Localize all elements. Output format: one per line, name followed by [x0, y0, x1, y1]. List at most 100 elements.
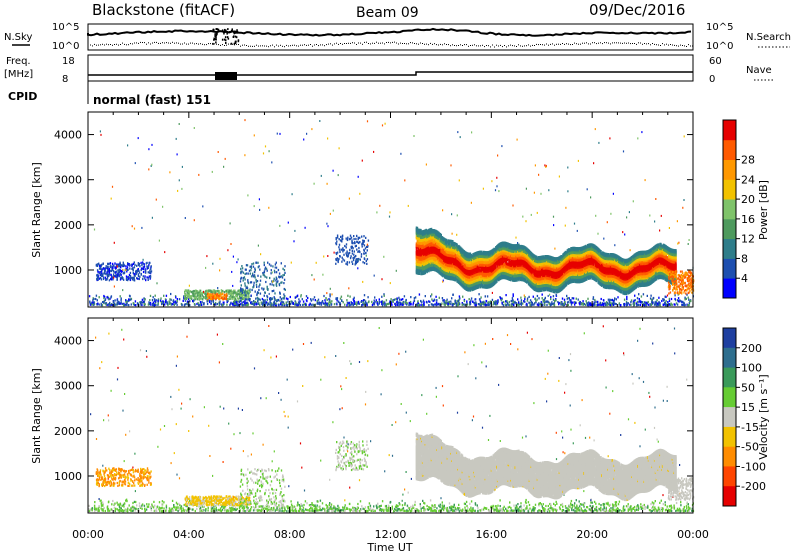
range-cell: [603, 302, 605, 305]
range-cell: [102, 301, 104, 304]
range-cell: [215, 292, 217, 295]
range-cell: [491, 291, 493, 294]
range-cell: [292, 301, 294, 305]
range-cell: [241, 290, 243, 293]
range-cell: [243, 300, 245, 303]
range-cell: [512, 204, 514, 207]
range-cell: [113, 275, 115, 278]
range-cell: [316, 301, 319, 304]
range-cell: [622, 231, 624, 234]
range-cell: [657, 302, 660, 305]
range-cell: [128, 273, 131, 277]
range-cell: [608, 300, 611, 303]
range-cell: [543, 299, 546, 303]
range-cell: [434, 303, 436, 306]
range-cell: [354, 302, 356, 305]
range-cell: [489, 263, 492, 267]
range-cell: [263, 263, 265, 267]
range-cell: [127, 279, 129, 282]
range-cell: [403, 302, 405, 305]
range-cell: [339, 302, 342, 305]
range-cell: [491, 298, 494, 301]
range-cell: [531, 301, 533, 305]
range-cell: [174, 295, 177, 298]
range-cell: [365, 245, 368, 248]
range-cell: [146, 267, 148, 270]
range-cell: [287, 221, 289, 224]
range-cell: [447, 268, 450, 272]
range-cell: [659, 304, 661, 307]
range-cell: [545, 300, 547, 303]
range-cell: [464, 303, 466, 306]
range-cell: [137, 262, 140, 265]
range-cell: [642, 293, 645, 296]
range-cell: [320, 174, 322, 177]
range-cell: [438, 256, 441, 260]
range-cell: [461, 274, 464, 278]
range-cell: [638, 300, 640, 303]
range-cell: [316, 299, 318, 303]
range-cell: [139, 265, 141, 268]
range-cell: [91, 303, 93, 306]
range-cell: [271, 161, 273, 164]
range-cell: [561, 297, 564, 300]
range-cell: [272, 265, 274, 268]
range-cell: [111, 275, 113, 278]
range-cell: [674, 297, 676, 301]
range-cell: [572, 301, 574, 304]
range-cell: [221, 297, 223, 300]
range-cell: [239, 296, 241, 299]
range-cell: [239, 280, 242, 283]
range-cell: [262, 288, 265, 291]
range-cell: [656, 302, 659, 305]
range-cell: [476, 275, 479, 279]
range-cell: [404, 300, 407, 303]
range-cell: [632, 200, 634, 203]
range-cell: [590, 196, 592, 199]
range-cell: [144, 298, 146, 301]
range-cell: [444, 238, 447, 242]
range-cell: [253, 270, 256, 274]
range-cell: [97, 275, 100, 278]
range-cell: [582, 303, 584, 306]
range-cell: [143, 303, 145, 307]
range-cell: [205, 294, 207, 298]
range-cell: [129, 267, 131, 270]
range-cell: [366, 258, 369, 261]
range-cell: [122, 277, 124, 280]
range-cell: [178, 298, 181, 301]
freq-trace: [88, 71, 693, 76]
range-cell: [110, 197, 112, 200]
range-cell: [536, 303, 539, 306]
range-cell: [551, 302, 553, 305]
range-cell: [273, 304, 275, 307]
range-cell: [362, 303, 364, 306]
range-cell: [253, 275, 256, 278]
range-cell: [239, 290, 241, 293]
range-cell: [188, 292, 190, 296]
range-cell: [567, 303, 569, 306]
range-cell: [198, 295, 200, 298]
range-cell: [208, 296, 210, 299]
range-cell: [320, 303, 323, 306]
range-cell: [353, 299, 355, 302]
range-cell: [216, 302, 219, 306]
range-cell: [302, 303, 304, 306]
range-cell: [244, 289, 247, 292]
range-cell: [275, 302, 277, 305]
range-cell: [355, 258, 358, 261]
range-cell: [420, 250, 422, 254]
range-cell: [511, 304, 513, 307]
range-cell: [524, 297, 526, 300]
range-cell: [342, 258, 344, 261]
range-cell: [96, 264, 98, 267]
range-cell: [379, 204, 381, 207]
range-cell: [371, 300, 373, 303]
range-cell: [498, 190, 500, 193]
range-cell: [466, 303, 469, 306]
range-cell: [441, 236, 443, 239]
range-cell: [214, 301, 217, 305]
range-cell: [424, 229, 427, 233]
range-cell: [366, 243, 368, 246]
range-cell: [646, 294, 648, 297]
